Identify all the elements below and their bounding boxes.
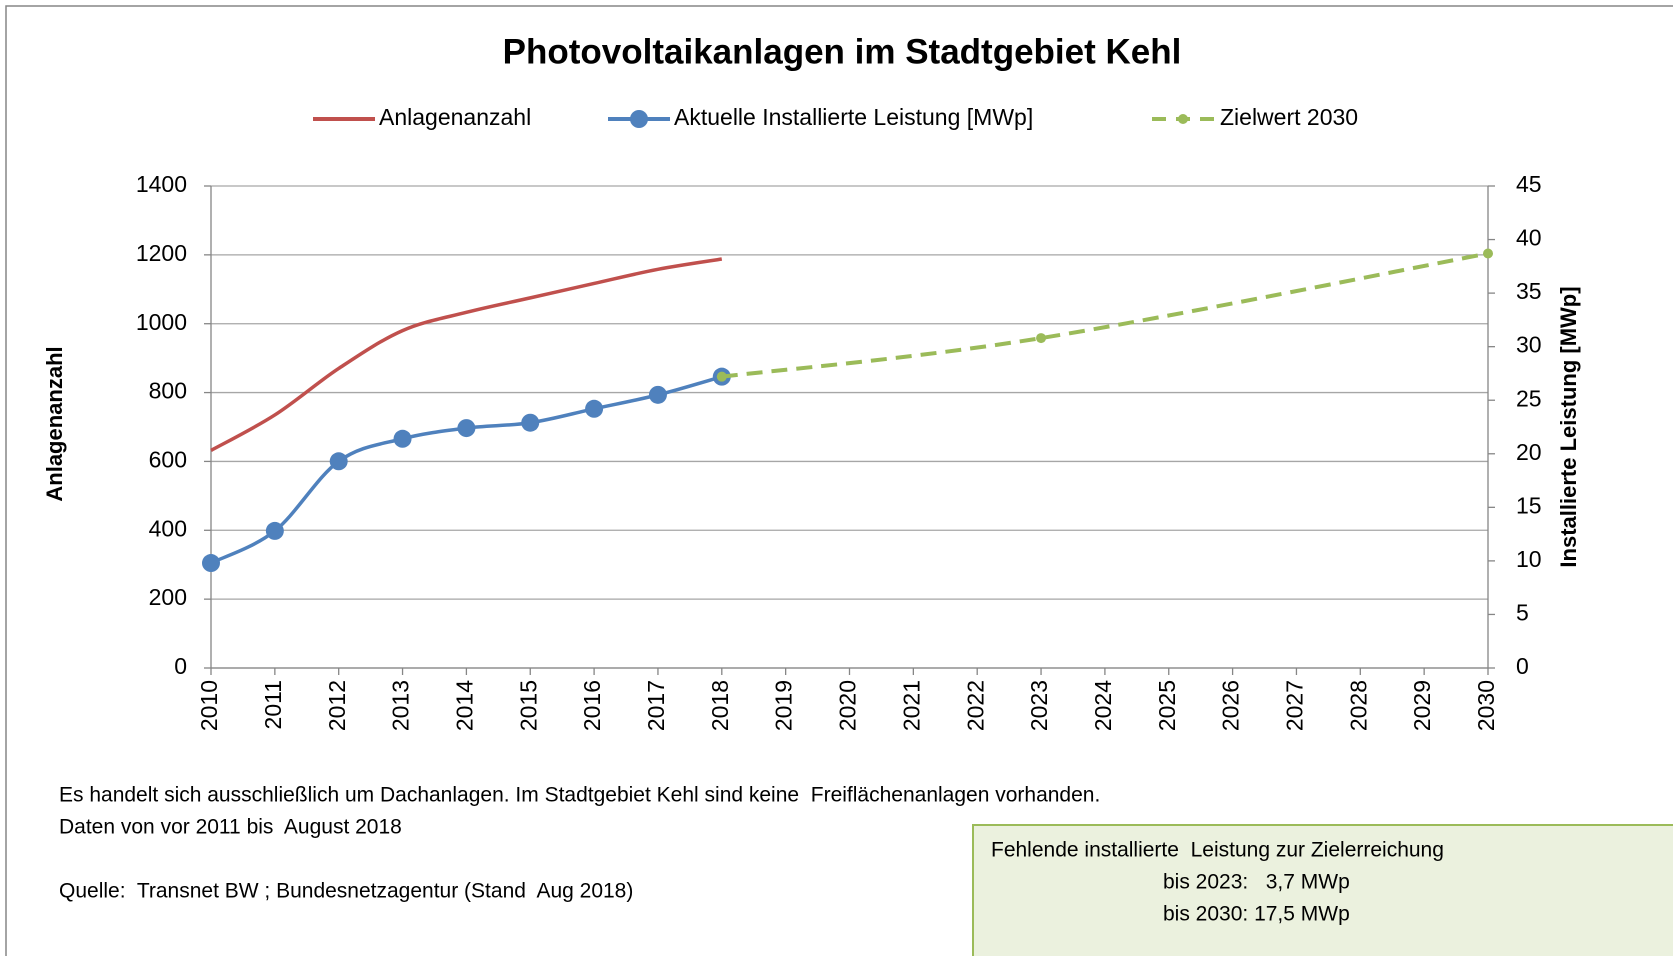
x-tick-label: 2020 [835,680,861,731]
x-tick-label: 2013 [388,680,414,731]
data-point [521,413,540,432]
y2-tick-label: 10 [1516,546,1542,572]
data-point [457,419,476,438]
y-tick-label: 200 [149,584,187,610]
x-tick-label: 2021 [898,680,924,731]
note: Daten von vor 2011 bis August 2018 [59,816,402,839]
x-tick-label: 2029 [1409,680,1435,731]
y2-tick-label: 35 [1516,278,1542,304]
y2-tick-label: 5 [1516,600,1529,626]
y2-tick-label: 25 [1516,385,1542,411]
y-tick-label: 800 [149,378,187,404]
x-tick-label: 2024 [1090,680,1116,731]
x-tick-label: 2025 [1154,680,1180,731]
x-tick-label: 2026 [1218,680,1244,731]
y-tick-label: 600 [149,447,187,473]
note-box [972,824,1673,956]
x-tick-label: 2011 [260,680,286,729]
data-point [265,521,284,540]
legend-label: Aktuelle Installierte Leistung [MWp] [674,104,1033,130]
x-tick-label: 2015 [515,680,541,731]
legend-marker [630,110,648,128]
legend-label: Anlagenanzahl [379,104,531,130]
data-point [393,429,412,448]
x-tick-label: 2030 [1473,680,1499,731]
note-box-text: Fehlende installierte Leistung zur Ziele… [991,839,1444,862]
legend-marker [1178,114,1188,124]
x-tick-label: 2016 [579,680,605,731]
y2-tick-label: 30 [1516,332,1542,358]
x-tick-label: 2027 [1282,680,1308,731]
chart-title: Photovoltaikanlagen im Stadtgebiet Kehl [503,32,1182,71]
y2-tick-label: 15 [1516,492,1542,518]
y-tick-label: 1400 [136,171,187,197]
y-axis-label: Anlagenanzahl [42,346,67,501]
note-box-text: bis 2023: 3,7 MWp [1163,871,1350,894]
x-tick-label: 2010 [196,680,222,731]
data-point [1483,248,1493,259]
legend-label: Zielwert 2030 [1220,104,1358,130]
x-tick-label: 2019 [771,680,797,731]
y2-tick-label: 0 [1516,653,1529,679]
x-tick-label: 2028 [1345,680,1371,731]
y2-axis-label: Installierte Leistung [MWp] [1556,286,1581,567]
data-point [648,385,667,404]
x-tick-label: 2012 [324,680,350,731]
y-tick-label: 1000 [136,309,187,335]
note: Es handelt sich ausschließlich um Dachan… [59,784,1100,807]
data-point [329,452,348,471]
y-tick-label: 400 [149,515,187,541]
x-tick-label: 2018 [707,680,733,731]
x-tick-label: 2017 [643,680,669,731]
note-box-text: bis 2030: 17,5 MWp [1163,903,1350,926]
y2-tick-label: 20 [1516,439,1542,465]
x-tick-label: 2014 [451,680,477,731]
source-note: Quelle: Transnet BW ; Bundesnetzagentur … [59,880,633,903]
data-point [716,371,727,382]
series-line [721,251,1489,379]
y-tick-label: 0 [174,653,187,679]
data-point [585,399,604,418]
y-tick-label: 1200 [136,240,187,266]
y2-tick-label: 40 [1516,225,1542,251]
data-point [1036,333,1047,344]
series-line [210,257,723,452]
x-tick-label: 2022 [962,680,988,731]
chart-border [5,5,1673,956]
y2-tick-label: 45 [1516,171,1542,197]
x-tick-label: 2023 [1026,680,1052,731]
data-point [202,554,220,573]
